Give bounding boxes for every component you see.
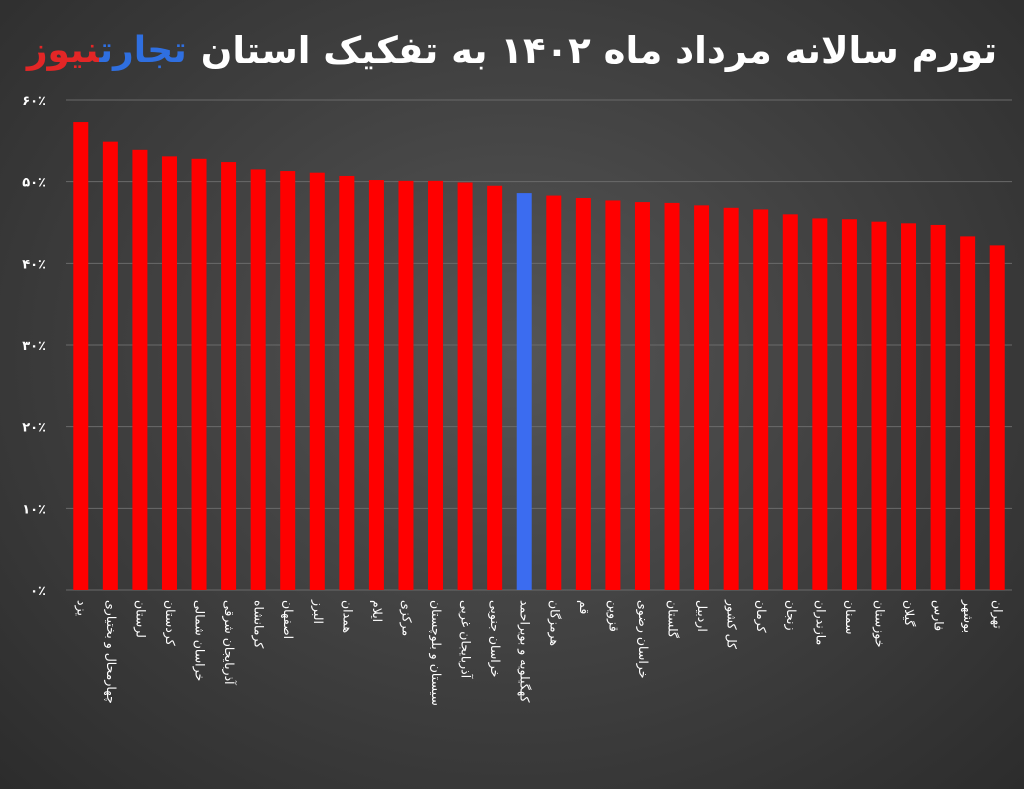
- bar: [191, 158, 207, 591]
- x-tick-label: خراسان رضوی: [635, 600, 651, 678]
- x-tick-label: یزد: [73, 600, 89, 616]
- y-axis-ticks: ۰٪ ۱۰٪ ۲۰٪ ۳۰٪ ۴۰٪ ۵۰٪ ۶۰٪: [22, 94, 46, 599]
- y-tick-label: ۴۰٪: [22, 257, 46, 272]
- x-tick-label: سمنان: [843, 600, 858, 634]
- bar: [575, 198, 591, 590]
- x-tick-label: بوشهر: [960, 599, 976, 633]
- x-tick-label: خوزستان: [872, 600, 888, 647]
- x-tick-label: کرمان: [753, 600, 769, 633]
- x-tick-label: ایلام: [370, 600, 385, 622]
- bar: [812, 218, 828, 590]
- bar: [309, 172, 325, 590]
- bar: [339, 175, 355, 590]
- chart-title: تورم سالانه مرداد ماه ۱۴۰۲ به تفکیک استا…: [200, 28, 998, 72]
- x-tick-label: همدان: [340, 600, 355, 633]
- bar: [487, 185, 503, 590]
- bar: [694, 205, 710, 590]
- bar: [250, 169, 266, 590]
- bar: [989, 245, 1005, 590]
- bar: [457, 182, 473, 590]
- bar: [428, 180, 444, 590]
- y-tick-label: ۲۰٪: [22, 421, 46, 436]
- bars: [73, 122, 1005, 591]
- x-tick-label: تهران: [990, 600, 1006, 629]
- x-tick-label: قزوین: [605, 600, 621, 632]
- bar: [368, 180, 384, 591]
- y-tick-label: ۵۰٪: [22, 176, 46, 191]
- bar: [546, 195, 562, 591]
- bar: [605, 200, 621, 590]
- x-tick-label: اصفهان: [280, 600, 296, 639]
- x-tick-label: مازندران: [812, 600, 828, 645]
- bar: [73, 122, 89, 591]
- x-tick-label: قم: [576, 600, 592, 614]
- logo-word-1: تجارت: [99, 29, 187, 71]
- x-tick-label: خراسان جنوبی: [487, 600, 503, 677]
- x-tick-label: کردستان: [162, 600, 178, 646]
- bar: [841, 219, 857, 590]
- x-tick-label: اردبیل: [694, 600, 710, 632]
- logo-word-2: نیوز: [26, 29, 100, 71]
- y-tick-label: ۶۰٪: [22, 94, 46, 109]
- x-tick-label: چهارمحال و بختیاری: [103, 600, 119, 704]
- x-tick-label: کل کشور: [724, 599, 740, 649]
- title-row: تورم سالانه مرداد ماه ۱۴۰۲ به تفکیک استا…: [0, 22, 1024, 78]
- x-tick-label: گیلان: [902, 600, 917, 626]
- bar: [132, 149, 148, 591]
- bar: [871, 221, 887, 590]
- bar: [161, 156, 177, 590]
- bar: [398, 180, 414, 590]
- bar: [516, 193, 532, 590]
- x-tick-label: خراسان شمالی: [192, 600, 208, 681]
- x-tick-label: سیستان و بلوچستان: [428, 600, 444, 706]
- bar: [753, 209, 769, 590]
- x-tick-label: لرستان: [132, 600, 148, 638]
- bar: [280, 171, 296, 591]
- x-tick-label: آذربایجان شرقی: [221, 600, 237, 685]
- brand-logo: تجارتنیوز: [27, 30, 187, 71]
- x-tick-label: هرمزگان: [546, 600, 562, 646]
- bar: [723, 207, 739, 591]
- x-tick-label: گلستان: [666, 600, 681, 638]
- y-tick-label: ۳۰٪: [22, 339, 46, 354]
- bar: [901, 223, 917, 591]
- y-tick-label: ۰٪: [30, 584, 46, 599]
- y-tick-label: ۱۰٪: [22, 502, 46, 517]
- bar: [782, 214, 798, 591]
- bar: [634, 202, 650, 591]
- bar: [102, 141, 118, 590]
- grid-lines: [66, 99, 1012, 591]
- x-tick-label: کهگیلویه و بویراحمد: [517, 600, 533, 702]
- x-axis-labels: یزد چهارمحال و بختیاری لرستان کردستان خراسان…: [73, 599, 1005, 706]
- bar: [960, 236, 976, 590]
- bar: [930, 224, 946, 590]
- x-tick-label: فارس: [931, 600, 947, 631]
- x-tick-label: زنجان: [783, 600, 799, 631]
- x-tick-label: آذربایجان غربی: [458, 600, 474, 679]
- x-tick-label: کرمانشاه: [251, 600, 267, 648]
- bar: [664, 202, 680, 590]
- bar: [221, 162, 237, 591]
- x-tick-label: مرکزی: [399, 600, 415, 636]
- x-tick-label: البرز: [310, 599, 326, 624]
